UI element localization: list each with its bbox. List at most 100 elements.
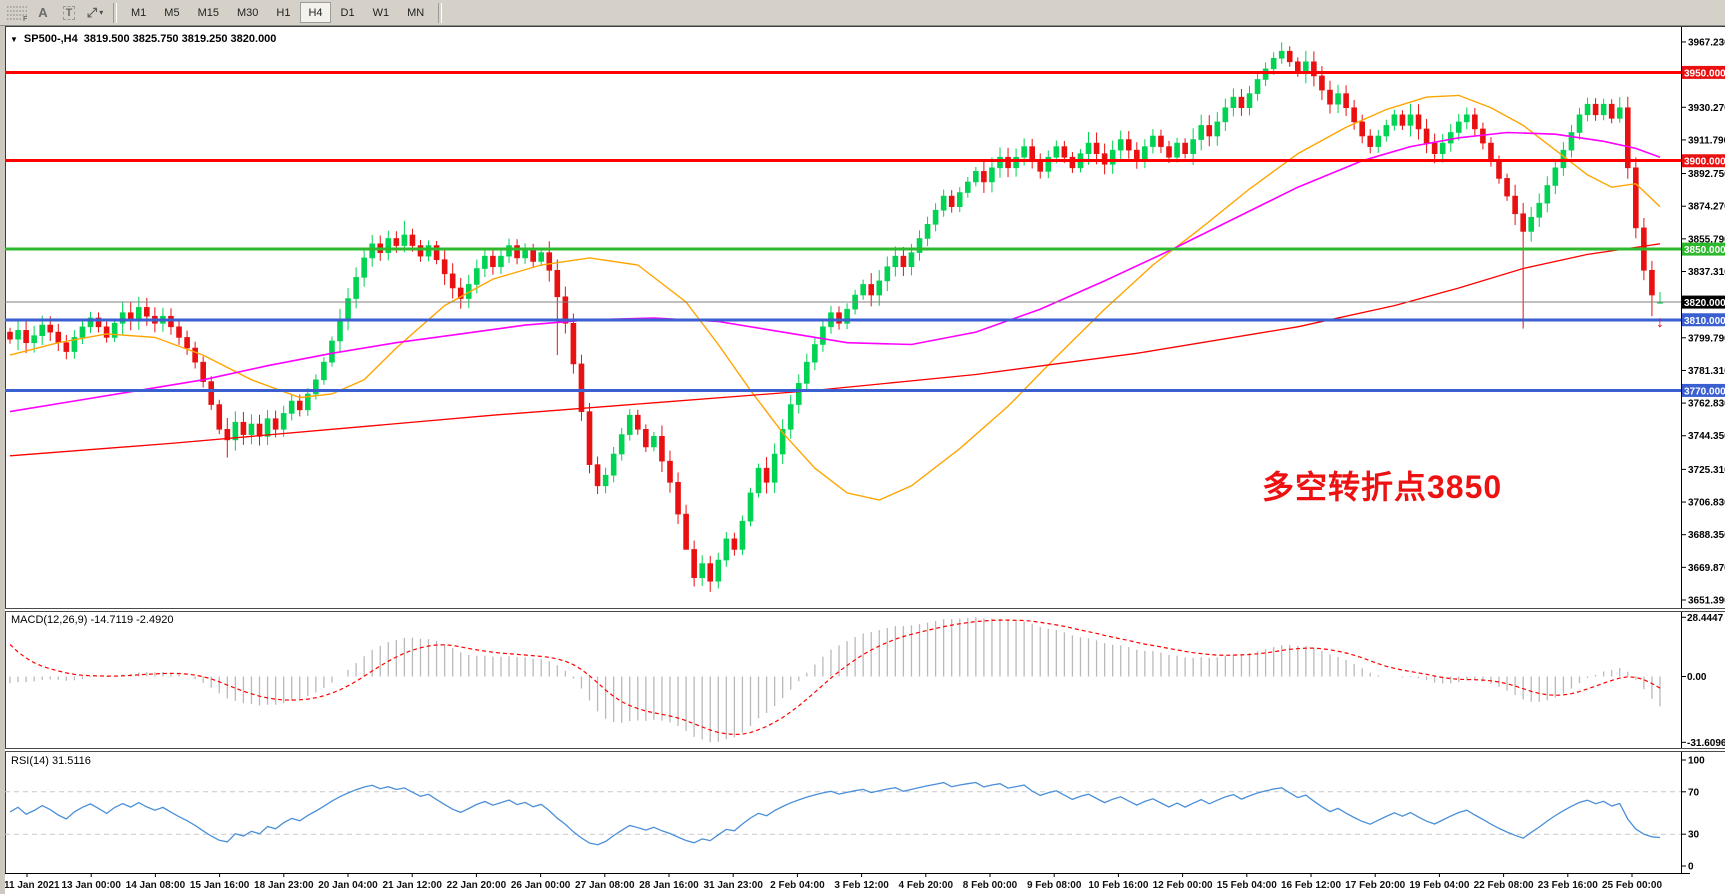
time-axis-label: 25 Feb 00:00 — [1602, 880, 1662, 891]
price-scale-label: 3799.790 — [1688, 333, 1725, 344]
price-scale-label: 3892.750 — [1688, 169, 1725, 180]
time-axis-label: 19 Feb 04:00 — [1409, 880, 1469, 891]
macd-indicator-label: MACD(12,26,9) -14.7119 -2.4920 — [11, 614, 174, 626]
price-scale-label: 3967.230 — [1688, 37, 1725, 48]
text-label-tool-button[interactable]: A — [31, 2, 55, 23]
time-axis-label: 21 Jan 12:00 — [382, 880, 442, 891]
chevron-down-icon[interactable]: ▾ — [99, 8, 104, 17]
price-badge — [1682, 295, 1725, 309]
time-axis-label: 9 Feb 08:00 — [1027, 880, 1082, 891]
macd-signal-line — [9, 619, 1661, 736]
diagonal-arrows-icon: ⤢ — [86, 4, 98, 20]
price-scale-label: 3706.830 — [1688, 498, 1725, 509]
price-badge-label: 3820.000 — [1684, 298, 1725, 309]
macd-panel: 28.4447 0.00 -31.6096 — [9, 613, 1725, 749]
price-badge-label: 3770.000 — [1684, 386, 1725, 397]
main-macd-separator[interactable] — [0, 608, 1725, 612]
toolbar: F A T ⤢ ▾ M1 M5 M15 M30 H1 H4 D1 W1 MN — [0, 0, 1725, 26]
time-axis-label: 15 Feb 04:00 — [1217, 880, 1277, 891]
time-axis-label: 22 Jan 20:00 — [447, 880, 507, 891]
timeframe-button-M1[interactable]: M1 — [131, 6, 147, 19]
timeframe-button-M5[interactable]: M5 — [164, 6, 180, 19]
text-tool-button[interactable]: T — [57, 2, 81, 23]
symbol-dropdown-icon[interactable]: ▼ — [10, 34, 18, 44]
price-badge — [1682, 383, 1725, 397]
time-axis-label: 3 Feb 12:00 — [834, 880, 889, 891]
sell-arrow-icon: ↓ — [1656, 314, 1664, 331]
time-axis-label: 15 Jan 16:00 — [190, 880, 250, 891]
ma-orange — [9, 94, 1661, 501]
time-axis-label: 23 Feb 16:00 — [1538, 880, 1598, 891]
time-axis-label: 27 Jan 08:00 — [575, 880, 635, 891]
text-tool-icon: T — [62, 5, 76, 20]
timeframe-button-H4[interactable]: H4 — [300, 2, 331, 23]
price-badge-label: 3850.000 — [1684, 245, 1725, 256]
symbol-name: SP500-,H4 — [23, 33, 78, 45]
chart-window-left-edge — [0, 26, 5, 894]
time-axis-label: 14 Jan 08:00 — [126, 880, 186, 891]
ma-magenta — [9, 131, 1661, 413]
time-axis-label: 22 Feb 08:00 — [1474, 880, 1534, 891]
time-axis-label: 4 Feb 20:00 — [899, 880, 954, 891]
price-badge — [1682, 313, 1725, 327]
fibonacci-tool-button[interactable]: F — [5, 2, 29, 23]
price-scale-label: 3688.350 — [1688, 530, 1725, 541]
rsi-scale-label: 70 — [1688, 787, 1700, 798]
candlestick-series — [7, 42, 1663, 592]
timeframe-button-group: M1 M5 M15 M30 H1 H4 D1 W1 MN — [122, 2, 433, 23]
price-scale-label: 3762.830 — [1688, 399, 1725, 410]
time-axis-label: 11 Jan 2021 — [4, 880, 60, 891]
time-axis-label: 13 Jan 00:00 — [61, 880, 121, 891]
time-axis-label: 16 Feb 12:00 — [1281, 880, 1341, 891]
time-axis-label: 18 Jan 23:00 — [254, 880, 314, 891]
price-badge-label: 3950.000 — [1684, 68, 1725, 79]
rsi-scale-label: 100 — [1688, 756, 1705, 767]
time-axis[interactable]: 11 Jan 2021 13 Jan 00:00 14 Jan 08:00 15 Ja… — [4, 873, 1690, 891]
time-axis-label: 17 Feb 20:00 — [1345, 880, 1405, 891]
macd-scale-label: 0.00 — [1687, 672, 1707, 683]
timeframe-button-M15[interactable]: M15 — [197, 6, 219, 19]
text-label-icon: A — [38, 5, 48, 20]
price-badge-label: 3810.000 — [1684, 316, 1725, 327]
time-axis-label: 26 Jan 00:00 — [511, 880, 571, 891]
time-axis-label: 2 Feb 04:00 — [770, 880, 825, 891]
svg-text:F: F — [23, 16, 28, 21]
rsi-indicator-label: RSI(14) 31.5116 — [11, 755, 91, 767]
timeframe-button-M30[interactable]: M30 — [236, 6, 259, 19]
price-badge — [1682, 65, 1725, 79]
price-scale-label: 3911.790 — [1688, 135, 1725, 146]
moving-average-lines — [9, 94, 1661, 501]
horizontal-level-lines[interactable] — [5, 70, 1681, 392]
price-scale-label: 3669.870 — [1688, 563, 1725, 574]
macd-scale-label: -31.6096 — [1687, 738, 1725, 749]
macd-scale-label: 28.4447 — [1687, 613, 1724, 624]
toolbar-separator — [438, 2, 443, 23]
price-scale-label: 3874.270 — [1688, 202, 1725, 213]
price-scale[interactable]: 3950.000 3900.000 3850.000 3820.000 3810.000… — [1681, 37, 1725, 606]
toolbar-separator — [113, 2, 117, 23]
macd-rsi-separator[interactable] — [0, 748, 1725, 752]
timeframe-button-H1[interactable]: H1 — [276, 6, 291, 19]
price-scale-label: 3781.310 — [1688, 366, 1725, 377]
price-scale-label: 3651.390 — [1688, 595, 1725, 606]
price-scale-label: 3837.310 — [1688, 267, 1725, 278]
timeframe-button-D1[interactable]: D1 — [340, 6, 355, 19]
time-axis-label: 31 Jan 23:00 — [703, 880, 763, 891]
ma-red — [9, 243, 1661, 457]
price-badge — [1682, 242, 1725, 256]
chart-window-frame — [0, 26, 1725, 873]
fibonacci-icon: F — [7, 6, 28, 21]
timeframe-button-W1[interactable]: W1 — [372, 6, 390, 19]
chart-annotation: 多空转折点3850 — [1262, 469, 1503, 505]
price-badge — [1682, 154, 1725, 168]
time-axis-label: 20 Jan 04:00 — [318, 880, 378, 891]
price-scale-label: 3725.310 — [1688, 465, 1725, 476]
arrow-styles-button[interactable]: ⤢ ▾ — [83, 2, 107, 23]
rsi-scale-label: 30 — [1688, 830, 1700, 841]
time-axis-label: 12 Feb 00:00 — [1153, 880, 1213, 891]
rsi-scale-label: 0 — [1688, 862, 1694, 873]
price-badge-label: 3900.000 — [1684, 157, 1725, 168]
rsi-panel: 100 70 30 0 — [5, 756, 1705, 873]
timeframe-button-MN[interactable]: MN — [407, 6, 425, 19]
